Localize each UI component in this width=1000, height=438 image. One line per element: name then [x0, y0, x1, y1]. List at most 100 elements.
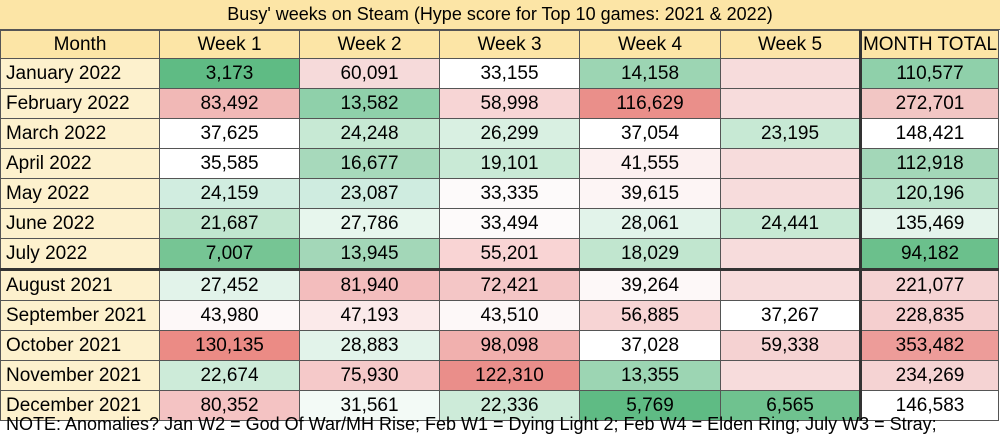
week-2-cell: 81,940	[299, 268, 440, 301]
column-header-week-4: Week 4	[579, 30, 721, 59]
table-row: April 2022 35,585 16,677 19,101 41,555 112,91…	[0, 148, 999, 179]
month-label: March 2022	[0, 118, 160, 149]
column-header-week-2: Week 2	[299, 30, 440, 59]
week-5-cell	[720, 88, 861, 119]
month-total-cell: 148,421	[859, 118, 999, 149]
week-3-cell: 19,101	[439, 148, 580, 179]
week-3-cell: 26,299	[439, 118, 580, 149]
week-1-cell: 37,625	[159, 118, 300, 149]
week-1-cell: 21,687	[159, 208, 300, 239]
week-4-cell: 39,264	[579, 268, 721, 301]
table-row: June 2022 21,687 27,786 33,494 28,061 24,441 1…	[0, 208, 999, 239]
table-row: October 2021 130,135 28,883 98,098 37,028 59,…	[0, 330, 999, 361]
week-5-cell	[720, 268, 861, 301]
month-label: July 2022	[0, 238, 160, 270]
week-5-cell	[720, 148, 861, 179]
month-label: April 2022	[0, 148, 160, 179]
header-row: Month Week 1 Week 2 Week 3 Week 4 Week 5…	[0, 30, 999, 59]
week-4-cell: 14,158	[579, 58, 721, 89]
month-total-cell: 146,583	[859, 390, 999, 421]
month-label: August 2021	[0, 268, 160, 301]
week-2-cell: 60,091	[299, 58, 440, 89]
table-title: Busy' weeks on Steam (Hype score for Top…	[0, 0, 1000, 30]
table-row: November 2021 22,674 75,930 122,310 13,355 23…	[0, 360, 999, 391]
week-1-cell: 7,007	[159, 238, 300, 270]
week-2-cell: 31,561	[299, 390, 440, 421]
week-1-cell: 27,452	[159, 268, 300, 301]
month-total-cell: 353,482	[859, 330, 999, 361]
month-total-cell: 120,196	[859, 178, 999, 209]
week-3-cell: 58,998	[439, 88, 580, 119]
week-5-cell	[720, 58, 861, 89]
column-header-week-3: Week 3	[439, 30, 580, 59]
week-3-cell: 122,310	[439, 360, 580, 391]
week-2-cell: 28,883	[299, 330, 440, 361]
table-row: August 2021 27,452 81,940 72,421 39,264 221,0…	[0, 268, 999, 301]
week-2-cell: 47,193	[299, 300, 440, 331]
week-2-cell: 27,786	[299, 208, 440, 239]
month-total-cell: 234,269	[859, 360, 999, 391]
week-5-cell	[720, 238, 861, 270]
table-row: March 2022 37,625 24,248 26,299 37,054 23,195…	[0, 118, 999, 149]
week-1-cell: 130,135	[159, 330, 300, 361]
column-header-week-5: Week 5	[720, 30, 861, 59]
week-5-cell: 59,338	[720, 330, 861, 361]
week-2-cell: 23,087	[299, 178, 440, 209]
week-4-cell: 13,355	[579, 360, 721, 391]
week-4-cell: 41,555	[579, 148, 721, 179]
month-label: November 2021	[0, 360, 160, 391]
table-row: May 2022 24,159 23,087 33,335 39,615 120,196	[0, 178, 999, 209]
column-header-month: Month	[0, 30, 160, 59]
month-total-cell: 112,918	[859, 148, 999, 179]
table-row: December 2021 80,352 31,561 22,336 5,769 6,56…	[0, 390, 999, 421]
week-1-cell: 22,674	[159, 360, 300, 391]
week-5-cell: 23,195	[720, 118, 861, 149]
week-2-cell: 13,945	[299, 238, 440, 270]
week-1-cell: 24,159	[159, 178, 300, 209]
week-2-cell: 24,248	[299, 118, 440, 149]
table-row: February 2022 83,492 13,582 58,998 116,629 27…	[0, 88, 999, 119]
week-1-cell: 43,980	[159, 300, 300, 331]
week-3-cell: 43,510	[439, 300, 580, 331]
month-label: October 2021	[0, 330, 160, 361]
week-1-cell: 35,585	[159, 148, 300, 179]
week-5-cell	[720, 178, 861, 209]
month-label: September 2021	[0, 300, 160, 331]
month-label: December 2021	[0, 390, 160, 421]
month-total-cell: 228,835	[859, 300, 999, 331]
week-5-cell: 6,565	[720, 390, 861, 421]
week-4-cell: 18,029	[579, 238, 721, 270]
week-4-cell: 56,885	[579, 300, 721, 331]
anomalies-note: NOTE: Anomalies? Jan W2 = God Of War/MH …	[6, 414, 937, 434]
week-5-cell: 24,441	[720, 208, 861, 239]
table-row: January 2022 3,173 60,091 33,155 14,158 110,5…	[0, 58, 999, 89]
week-2-cell: 75,930	[299, 360, 440, 391]
week-1-cell: 3,173	[159, 58, 300, 89]
month-label: June 2022	[0, 208, 160, 239]
column-header-month-total: MONTH TOTAL	[859, 30, 999, 59]
week-5-cell	[720, 360, 861, 391]
week-4-cell: 37,054	[579, 118, 721, 149]
table-row: July 2022 7,007 13,945 55,201 18,029 94,182	[0, 238, 999, 270]
column-header-week-1: Week 1	[159, 30, 300, 59]
week-3-cell: 98,098	[439, 330, 580, 361]
week-3-cell: 33,155	[439, 58, 580, 89]
week-4-cell: 5,769	[579, 390, 721, 421]
table-body: January 2022 3,173 60,091 33,155 14,158 110,5…	[0, 58, 999, 421]
week-4-cell: 28,061	[579, 208, 721, 239]
week-3-cell: 55,201	[439, 238, 580, 270]
month-total-cell: 272,701	[859, 88, 999, 119]
month-label: February 2022	[0, 88, 160, 119]
week-3-cell: 22,336	[439, 390, 580, 421]
week-1-cell: 83,492	[159, 88, 300, 119]
week-4-cell: 116,629	[579, 88, 721, 119]
week-3-cell: 33,494	[439, 208, 580, 239]
week-2-cell: 16,677	[299, 148, 440, 179]
month-total-cell: 221,077	[859, 268, 999, 301]
month-total-cell: 135,469	[859, 208, 999, 239]
month-total-cell: 94,182	[859, 238, 999, 270]
week-4-cell: 39,615	[579, 178, 721, 209]
week-5-cell: 37,267	[720, 300, 861, 331]
hype-score-table: Month Week 1 Week 2 Week 3 Week 4 Week 5…	[0, 30, 999, 421]
month-label: May 2022	[0, 178, 160, 209]
